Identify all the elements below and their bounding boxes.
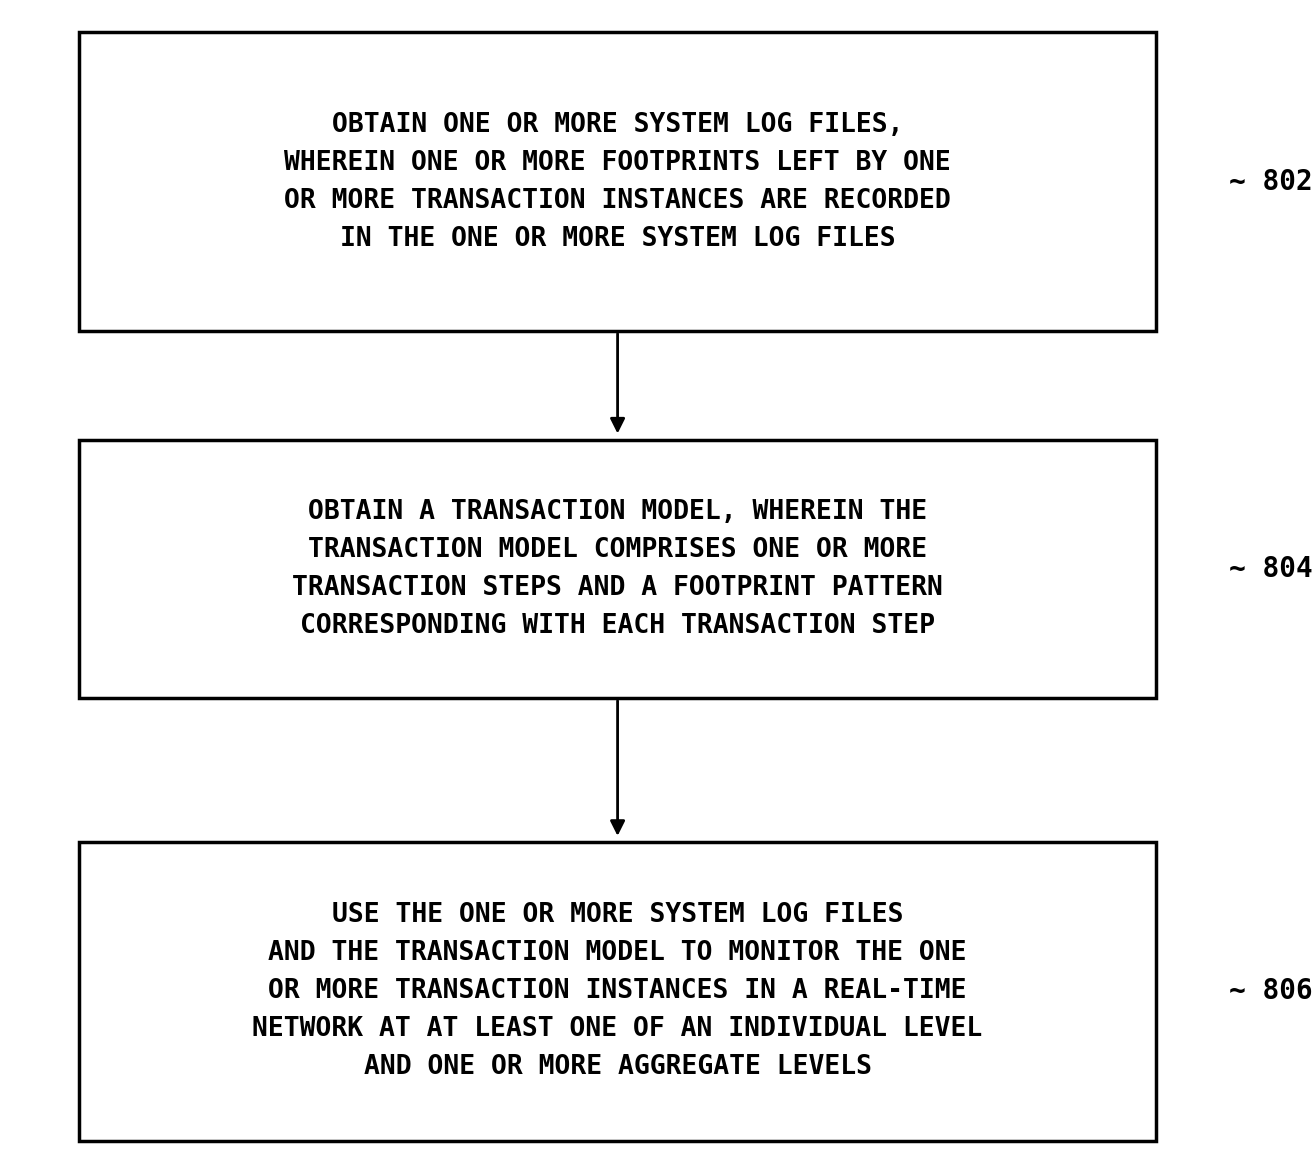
Text: OBTAIN A TRANSACTION MODEL, WHEREIN THE
TRANSACTION MODEL COMPRISES ONE OR MORE
: OBTAIN A TRANSACTION MODEL, WHEREIN THE … <box>292 499 943 639</box>
Text: ~ 804: ~ 804 <box>1229 555 1313 583</box>
Text: USE THE ONE OR MORE SYSTEM LOG FILES
AND THE TRANSACTION MODEL TO MONITOR THE ON: USE THE ONE OR MORE SYSTEM LOG FILES AND… <box>252 902 983 1080</box>
Text: ~ 802: ~ 802 <box>1229 168 1313 196</box>
Text: OBTAIN ONE OR MORE SYSTEM LOG FILES,
WHEREIN ONE OR MORE FOOTPRINTS LEFT BY ONE
: OBTAIN ONE OR MORE SYSTEM LOG FILES, WHE… <box>284 111 951 252</box>
Text: ~ 806: ~ 806 <box>1229 977 1313 1005</box>
Bar <box>79 842 1156 1140</box>
Bar <box>79 440 1156 698</box>
Bar <box>79 32 1156 331</box>
